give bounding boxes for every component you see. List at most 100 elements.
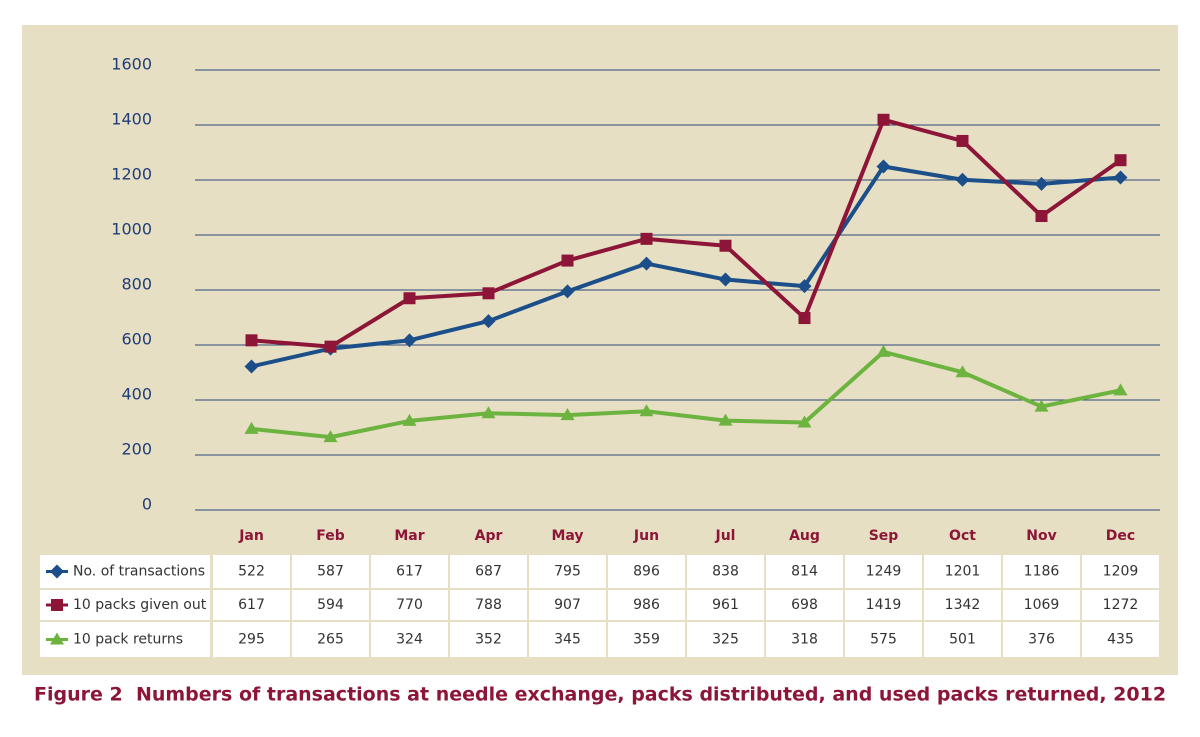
marker xyxy=(877,113,890,126)
table-cell xyxy=(1082,622,1159,657)
marker xyxy=(876,344,891,357)
table-cell xyxy=(292,590,369,620)
table-value: 594 xyxy=(317,597,344,613)
marker xyxy=(244,421,259,434)
marker xyxy=(481,314,496,329)
marker xyxy=(323,430,338,443)
marker xyxy=(1034,176,1049,191)
table-cell xyxy=(687,555,764,588)
marker xyxy=(402,333,417,348)
y-tick-label: 600 xyxy=(121,330,152,349)
chart-title: Figure 2 Numbers of transactions at need… xyxy=(34,684,1166,706)
x-tick-label: Nov xyxy=(1026,528,1056,544)
table-cell xyxy=(213,622,290,657)
marker xyxy=(50,632,64,645)
table-cell xyxy=(924,622,1001,657)
table-value: 788 xyxy=(475,597,502,613)
marker xyxy=(561,254,574,267)
marker xyxy=(798,312,811,325)
table-value: 907 xyxy=(554,597,581,613)
table-value: 359 xyxy=(633,632,660,648)
table-value: 352 xyxy=(475,632,502,648)
table-value: 1419 xyxy=(866,597,902,613)
y-tick-label: 1400 xyxy=(111,110,152,129)
marker xyxy=(639,404,654,417)
table-cell xyxy=(924,590,1001,620)
marker xyxy=(1034,399,1049,412)
table-cell xyxy=(292,555,369,588)
marker xyxy=(797,415,812,428)
table-value: 1069 xyxy=(1024,597,1060,613)
table-value: 1209 xyxy=(1103,564,1139,580)
table-value: 501 xyxy=(949,632,976,648)
series-line xyxy=(251,164,1121,369)
table-cell xyxy=(40,590,210,620)
table-value: 986 xyxy=(633,597,660,613)
table-value: 325 xyxy=(712,632,739,648)
y-tick-label: 400 xyxy=(121,385,152,404)
table-value: 1342 xyxy=(945,597,981,613)
table-cell xyxy=(1003,622,1080,657)
table-value: 687 xyxy=(475,564,502,580)
marker xyxy=(639,256,654,271)
table-value: 575 xyxy=(870,632,897,648)
marker xyxy=(402,413,417,426)
table-cell xyxy=(1082,555,1159,588)
marker xyxy=(324,340,337,353)
table-value: 1201 xyxy=(945,564,981,580)
marker xyxy=(560,284,575,299)
marker xyxy=(481,406,496,419)
x-tick-label: Jan xyxy=(238,528,264,544)
table-value: 345 xyxy=(554,632,581,648)
marker xyxy=(1113,170,1128,185)
y-tick-label: 200 xyxy=(121,440,152,459)
table-value: 324 xyxy=(396,632,423,648)
table-value: 896 xyxy=(633,564,660,580)
y-tick-label: 800 xyxy=(121,275,152,294)
table-cell xyxy=(687,622,764,657)
marker xyxy=(482,287,495,300)
table-value: 617 xyxy=(396,564,423,580)
table-cell xyxy=(40,555,210,588)
table-cell xyxy=(766,555,843,588)
x-tick-label: Dec xyxy=(1106,528,1135,544)
table-cell xyxy=(845,590,922,620)
y-tick-label: 0 xyxy=(142,495,152,514)
table-cell xyxy=(1082,590,1159,620)
series-line xyxy=(251,117,1122,349)
x-tick-label: Oct xyxy=(949,528,976,544)
table-cell xyxy=(213,590,290,620)
marker xyxy=(1114,154,1127,167)
table-value: 435 xyxy=(1107,632,1134,648)
table-value: 838 xyxy=(712,564,739,580)
table-value: 814 xyxy=(791,564,818,580)
table-cell xyxy=(687,590,764,620)
table-value: 1186 xyxy=(1024,564,1060,580)
legend-label: 10 packs given out xyxy=(73,597,207,613)
table-cell xyxy=(845,622,922,657)
table-cell xyxy=(450,555,527,588)
table-cell xyxy=(1003,590,1080,620)
marker xyxy=(50,564,64,579)
table-cell xyxy=(766,622,843,657)
x-tick-label: Apr xyxy=(475,528,503,544)
marker xyxy=(876,159,891,174)
x-tick-label: Jun xyxy=(633,528,659,544)
table-cell xyxy=(292,622,369,657)
table-cell xyxy=(371,555,448,588)
table-value: 1272 xyxy=(1103,597,1139,613)
y-tick-label: 1000 xyxy=(111,220,152,239)
table-cell xyxy=(608,590,685,620)
marker xyxy=(719,239,732,252)
marker xyxy=(560,408,575,421)
table-cell xyxy=(845,555,922,588)
marker xyxy=(1035,210,1048,223)
table-value: 770 xyxy=(396,597,423,613)
table-cell xyxy=(371,622,448,657)
table-value: 961 xyxy=(712,597,739,613)
marker xyxy=(718,413,733,426)
table-value: 265 xyxy=(317,632,344,648)
marker xyxy=(797,279,812,294)
y-tick-label: 1600 xyxy=(111,55,152,74)
